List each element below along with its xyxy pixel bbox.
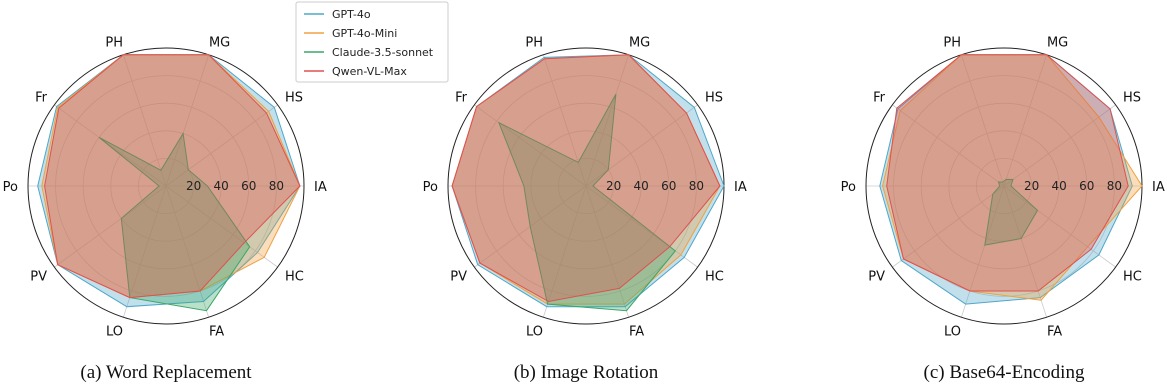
- radial-tick-label: 40: [214, 179, 229, 193]
- radial-tick-label: 60: [661, 179, 676, 193]
- grid-spoke: [585, 185, 698, 268]
- series-area-qwen-vl-max: [44, 54, 301, 299]
- radial-tick-label: 80: [1107, 179, 1122, 193]
- category-label-ia: IA: [734, 180, 747, 195]
- legend-label: Qwen-VL-Max: [332, 65, 407, 78]
- series-area-claude-3-5-sonnet: [497, 93, 677, 312]
- radial-tick-label: 40: [634, 179, 649, 193]
- category-label-lo: LO: [944, 325, 961, 340]
- radial-tick-label: 20: [1024, 179, 1039, 193]
- grid-spoke: [165, 54, 210, 187]
- category-label-fr: Fr: [873, 91, 886, 106]
- category-label-fr: Fr: [455, 91, 468, 106]
- radial-tick-label: 80: [689, 179, 704, 193]
- legend: GPT-4o GPT-4o-Mini Claude-3.5-sonnet Qwen-V…: [295, 1, 449, 83]
- category-label-hs: HS: [285, 91, 303, 106]
- grid-spoke: [54, 104, 167, 187]
- series-area-claude-3-5-sonnet: [984, 178, 1039, 246]
- category-label-fa: FA: [209, 325, 224, 340]
- chart-caption: (c) Base64-Encoding: [924, 362, 1085, 383]
- radial-tick-label: 20: [606, 179, 621, 193]
- chart-caption: (b) Image Rotation: [514, 362, 659, 383]
- grid-spoke: [585, 54, 630, 187]
- chart-caption: (a) Word Replacement: [80, 362, 252, 383]
- grid-spoke: [960, 185, 1005, 318]
- grid-spoke: [960, 54, 1005, 187]
- category-label-hs: HS: [1123, 91, 1141, 106]
- category-label-mg: MG: [209, 35, 230, 50]
- grid-spoke: [542, 185, 587, 318]
- radial-tick-label: 80: [269, 179, 284, 193]
- category-label-pv: PV: [450, 269, 467, 284]
- grid-spoke: [892, 104, 1005, 187]
- category-label-ia: IA: [1152, 180, 1165, 195]
- legend-label: GPT-4o-Mini: [332, 27, 397, 40]
- grid-spoke: [585, 104, 698, 187]
- grid-spoke: [892, 185, 1005, 268]
- category-label-hc: HC: [285, 269, 304, 284]
- category-label-fr: Fr: [35, 91, 48, 106]
- grid-spoke: [1003, 54, 1048, 187]
- legend-label: GPT-4o: [332, 8, 371, 21]
- category-label-pv: PV: [868, 269, 885, 284]
- category-label-ph: PH: [943, 35, 961, 50]
- outer-ring: [27, 47, 305, 325]
- category-label-ph: PH: [525, 35, 543, 50]
- radar-chart-2: 20 40 60 80 IA HS MG PH Fr Po PV LO FA HC (b) Image Ro…: [423, 35, 747, 383]
- radial-tick-label: 20: [186, 179, 201, 193]
- grid-spoke: [165, 185, 278, 268]
- category-label-pv: PV: [30, 269, 47, 284]
- category-label-po: Po: [423, 180, 438, 195]
- category-label-fa: FA: [629, 325, 644, 340]
- series-area-claude-3-5-sonnet: [98, 132, 251, 312]
- grid-spoke: [165, 104, 278, 187]
- category-label-lo: LO: [526, 325, 543, 340]
- category-label-lo: LO: [106, 325, 123, 340]
- legend-box: [295, 1, 449, 83]
- grid-spoke: [122, 54, 167, 187]
- category-label-ph: PH: [105, 35, 123, 50]
- category-label-fa: FA: [1047, 325, 1062, 340]
- category-label-hc: HC: [1123, 269, 1142, 284]
- charts-layer: 20 40 60 80 IA HS MG PH Fr Po PV LO FA HC (a) Word Rep…: [3, 35, 1165, 383]
- category-label-ia: IA: [314, 180, 327, 195]
- category-label-hs: HS: [705, 91, 723, 106]
- grid-spoke: [54, 185, 167, 268]
- grid-spoke: [474, 104, 587, 187]
- category-label-po: Po: [841, 180, 856, 195]
- category-label-po: Po: [3, 180, 18, 195]
- radial-tick-label: 40: [1052, 179, 1067, 193]
- radar-chart-1: 20 40 60 80 IA HS MG PH Fr Po PV LO FA HC (a) Word Rep…: [3, 35, 327, 383]
- radial-tick-label: 60: [1079, 179, 1094, 193]
- category-label-mg: MG: [629, 35, 650, 50]
- radar-chart-3: 20 40 60 80 IA HS MG PH Fr Po PV LO FA HC (c) Base64-E…: [841, 35, 1165, 383]
- series-area-qwen-vl-max: [886, 54, 1129, 292]
- series-area-gpt-4o-mini: [41, 54, 301, 299]
- radial-tick-label: 60: [241, 179, 256, 193]
- grid-spoke: [1003, 104, 1116, 187]
- grid-spoke: [1003, 185, 1116, 268]
- legend-label: Claude-3.5-sonnet: [332, 46, 434, 59]
- category-label-hc: HC: [705, 269, 724, 284]
- series-area-gpt-4o-mini: [882, 54, 1143, 301]
- grid-spoke: [542, 54, 587, 187]
- grid-spoke: [1003, 185, 1048, 318]
- grid-spoke: [165, 185, 210, 318]
- series-area-gpt-4o: [37, 54, 301, 308]
- series-area-qwen-vl-max: [451, 54, 721, 303]
- category-label-mg: MG: [1047, 35, 1068, 50]
- grid-spoke: [585, 185, 630, 318]
- grid-spoke: [122, 185, 167, 318]
